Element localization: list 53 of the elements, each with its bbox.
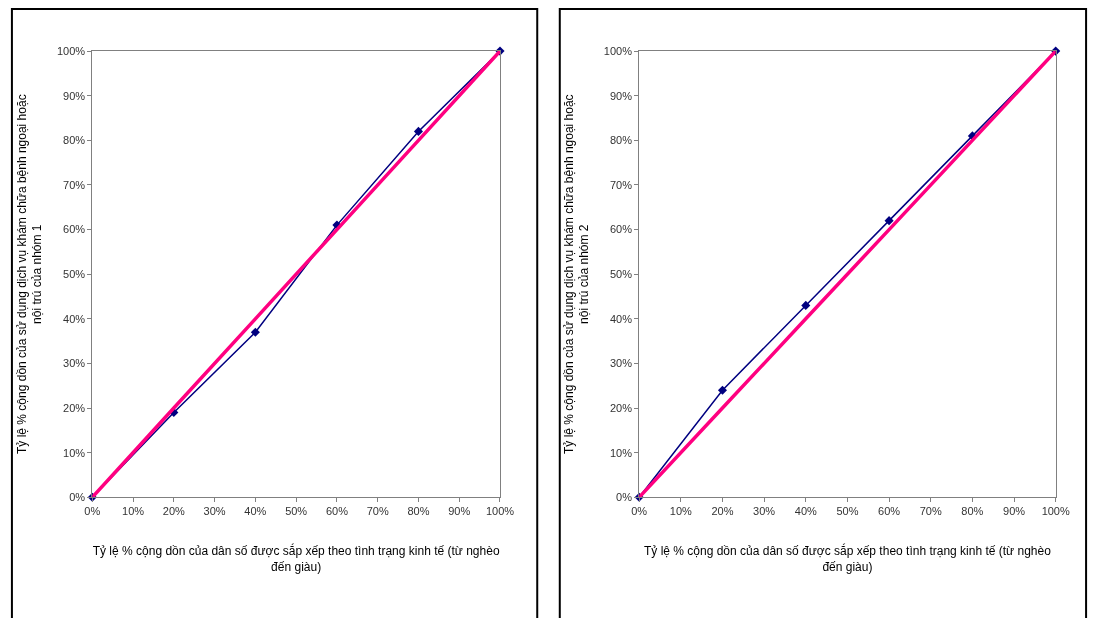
y-tick-label: 90% — [63, 89, 86, 102]
x-tick-label: 10% — [122, 505, 145, 518]
x-tick-label: 80% — [961, 505, 984, 518]
x-axis-title: Tỷ lệ % cộng dồn của dân số được sắp xếp theo tình trạng kinh tế (từ nghèo đến giàu) — [92, 543, 500, 574]
x-tick-label: 60% — [325, 505, 349, 518]
y-tick-label: 80% — [609, 134, 633, 147]
x-tick-label: 50% — [836, 505, 859, 518]
y-tick-label: 70% — [609, 178, 633, 191]
x-tick-label: 90% — [448, 505, 471, 518]
y-axis-title: Tỷ lệ % cộng dồn của sử dụng dịch vụ khám chữa bệnh ngoại hoặc nội trú của nhóm 2 — [561, 94, 592, 454]
x-tick-label: 0% — [84, 505, 101, 518]
y-tick-label: 90% — [609, 89, 633, 102]
point — [250, 327, 260, 337]
y-tick-label: 60% — [609, 223, 633, 236]
x-tick-label: 50% — [285, 505, 308, 518]
point — [717, 385, 728, 395]
point — [884, 216, 894, 226]
y-tick-label: 80% — [63, 134, 86, 147]
y-tick-label: 0% — [616, 491, 633, 504]
x-tick-label: 30% — [753, 505, 776, 518]
y-tick-label: 100% — [56, 44, 86, 57]
x-tick-label: 10% — [669, 505, 693, 518]
y-tick-label: 30% — [63, 357, 86, 370]
x-tick-label: 40% — [794, 505, 817, 518]
y-tick-label: 10% — [609, 446, 633, 459]
point — [413, 126, 424, 136]
x-tick-label: 20% — [711, 505, 734, 518]
x-tick-label: 40% — [244, 505, 267, 518]
y-tick-label: 50% — [609, 268, 633, 281]
y-tick-label: 20% — [609, 401, 633, 414]
x-tick-label: 80% — [407, 505, 430, 518]
x-tick-label: 100% — [1041, 505, 1070, 518]
x-tick-label: 70% — [919, 505, 942, 518]
y-tick-label: 40% — [609, 312, 633, 325]
y-tick-label: 0% — [69, 491, 86, 504]
y-tick-label: 10% — [63, 446, 86, 459]
y-axis-title: Tỷ lệ % cộng dồn của sử dụng dịch vụ khám chữa bệnh ngoại hoặc nội trú của nhóm 1 — [14, 94, 45, 454]
x-tick-label: 30% — [203, 505, 226, 518]
x-tick-label: 90% — [1003, 505, 1026, 518]
x-tick-label: 70% — [366, 505, 389, 518]
x-axis-title: Tỷ lệ % cộng dồn của dân số được sắp xếp theo tình trạng kinh tế (từ nghèo đến giàu) — [644, 543, 1052, 574]
y-tick-label: 100% — [603, 44, 633, 57]
x-tick-label: 100% — [485, 505, 515, 518]
x-tick-label: 60% — [878, 505, 901, 518]
y-tick-label: 30% — [609, 357, 633, 370]
x-tick-label: 20% — [162, 505, 186, 518]
y-tick-label: 20% — [63, 401, 86, 414]
point — [801, 300, 811, 310]
x-tick-label: 0% — [631, 505, 648, 518]
y-tick-label: 70% — [63, 178, 86, 191]
y-tick-label: 50% — [63, 268, 86, 281]
y-tick-label: 60% — [63, 223, 86, 236]
y-tick-label: 40% — [63, 312, 86, 325]
